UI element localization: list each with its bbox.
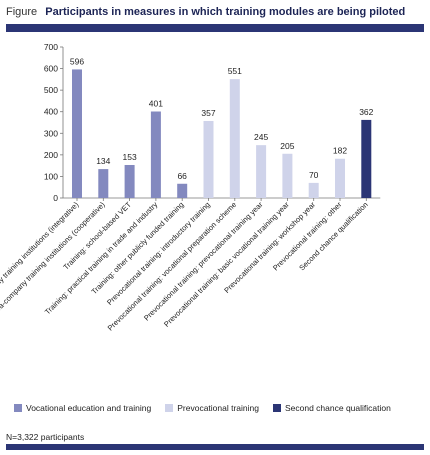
footnote: N=3,322 participants: [6, 432, 85, 442]
bar-value-label: 182: [333, 146, 347, 156]
bar: [177, 183, 188, 198]
bar-value-label: 153: [123, 152, 137, 162]
y-tick-label: 700: [44, 42, 58, 52]
bottom-rule: [6, 444, 424, 450]
legend-item-prevocational: Prevocational training: [165, 403, 259, 413]
figure-header: Figure Participants in measures in which…: [6, 6, 405, 19]
bar: [335, 158, 345, 198]
legend-label-vet: Vocational education and training: [26, 403, 152, 413]
y-tick-label: 300: [44, 128, 58, 138]
legend: Vocational education and training Prevoc…: [14, 403, 391, 413]
bar: [282, 153, 293, 198]
bar-value-label: 362: [359, 107, 373, 117]
legend-item-second-chance: Second chance qualification: [272, 403, 391, 413]
legend-label-prevocational: Prevocational training: [177, 403, 259, 413]
figure-label: Figure: [6, 6, 38, 18]
bar-value-label: 401: [149, 98, 163, 108]
bar-value-label: 134: [96, 156, 110, 166]
bar-value-label: 551: [228, 66, 242, 76]
bar: [98, 169, 109, 198]
bar: [150, 111, 161, 198]
bar: [361, 119, 372, 198]
bar-value-label: 66: [177, 171, 187, 181]
bar-chart: 0100200300400500600700596VET at extra-co…: [0, 42, 381, 337]
legend-swatch-vet: [14, 404, 22, 412]
bar: [72, 69, 82, 198]
legend-swatch-prevocational: [165, 404, 174, 412]
bar-value-label: 596: [70, 56, 84, 66]
bar: [124, 164, 135, 198]
chart-title: Participants in measures in which traini…: [45, 6, 406, 18]
y-tick-label: 100: [44, 171, 58, 181]
bar-value-label: 205: [280, 141, 294, 151]
y-tick-label: 500: [44, 85, 58, 95]
legend-label-second-chance: Second chance qualification: [284, 403, 391, 413]
y-tick-label: 600: [44, 64, 58, 74]
legend-item-vet: Vocational education and training: [14, 403, 151, 413]
bar: [229, 79, 240, 198]
bar-value-label: 70: [309, 170, 319, 180]
y-tick-label: 400: [44, 107, 58, 117]
y-tick-label: 200: [44, 150, 58, 160]
bar: [256, 145, 267, 198]
bar-value-label: 357: [201, 108, 215, 118]
bar-value-label: 245: [254, 132, 268, 142]
legend-swatch-second-chance: [272, 404, 281, 412]
top-rule: [6, 24, 424, 32]
bar: [203, 120, 214, 198]
y-tick-label: 0: [53, 193, 58, 203]
bar: [308, 182, 319, 198]
